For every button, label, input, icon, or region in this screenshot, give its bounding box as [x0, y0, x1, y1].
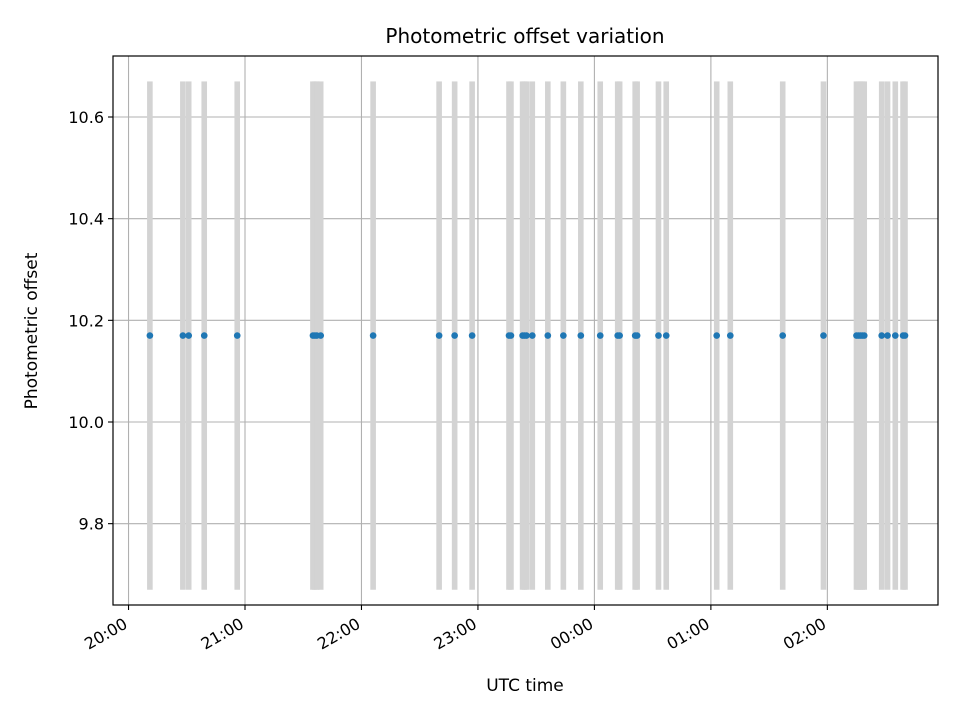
data-point: [451, 332, 458, 339]
data-point: [577, 332, 585, 339]
data-point: [146, 332, 154, 339]
y-tick-label: 10.0: [68, 413, 104, 432]
data-point: [662, 332, 670, 339]
y-tick-label: 10.6: [68, 108, 104, 127]
data-point: [616, 332, 623, 339]
data-point: [655, 332, 662, 339]
data-point: [185, 332, 193, 339]
data-point: [233, 332, 241, 339]
data-point: [596, 332, 604, 339]
data-point: [820, 332, 827, 339]
y-axis-ticks: 9.8 10.0 10.2 10.4 10.6: [68, 108, 113, 534]
data-points: [146, 332, 909, 339]
y-tick-label: 10.2: [68, 311, 104, 330]
data-point: [179, 332, 187, 339]
data-point: [726, 332, 734, 339]
data-point: [713, 332, 721, 339]
data-point: [860, 332, 868, 339]
data-point: [779, 332, 787, 339]
data-point: [891, 332, 899, 339]
data-point: [544, 332, 552, 339]
data-point: [523, 332, 530, 339]
data-point: [901, 332, 909, 339]
data-point: [884, 332, 891, 339]
y-tick-label: 9.8: [79, 515, 104, 534]
y-axis-title: Photometric offset: [22, 252, 42, 409]
data-point: [560, 332, 567, 339]
plot-frame: [112, 55, 939, 606]
data-point: [633, 332, 641, 339]
x-axis-title: UTC time: [486, 676, 564, 696]
data-point: [507, 332, 515, 339]
data-point: [369, 332, 377, 339]
data-point: [528, 332, 536, 339]
data-point: [317, 332, 325, 339]
y-tick-label: 10.4: [68, 210, 104, 229]
data-point: [468, 332, 476, 339]
data-point: [200, 332, 208, 339]
data-point: [435, 332, 443, 339]
data-point: [878, 332, 886, 339]
chart-title: Photometric offset variation: [385, 24, 664, 48]
